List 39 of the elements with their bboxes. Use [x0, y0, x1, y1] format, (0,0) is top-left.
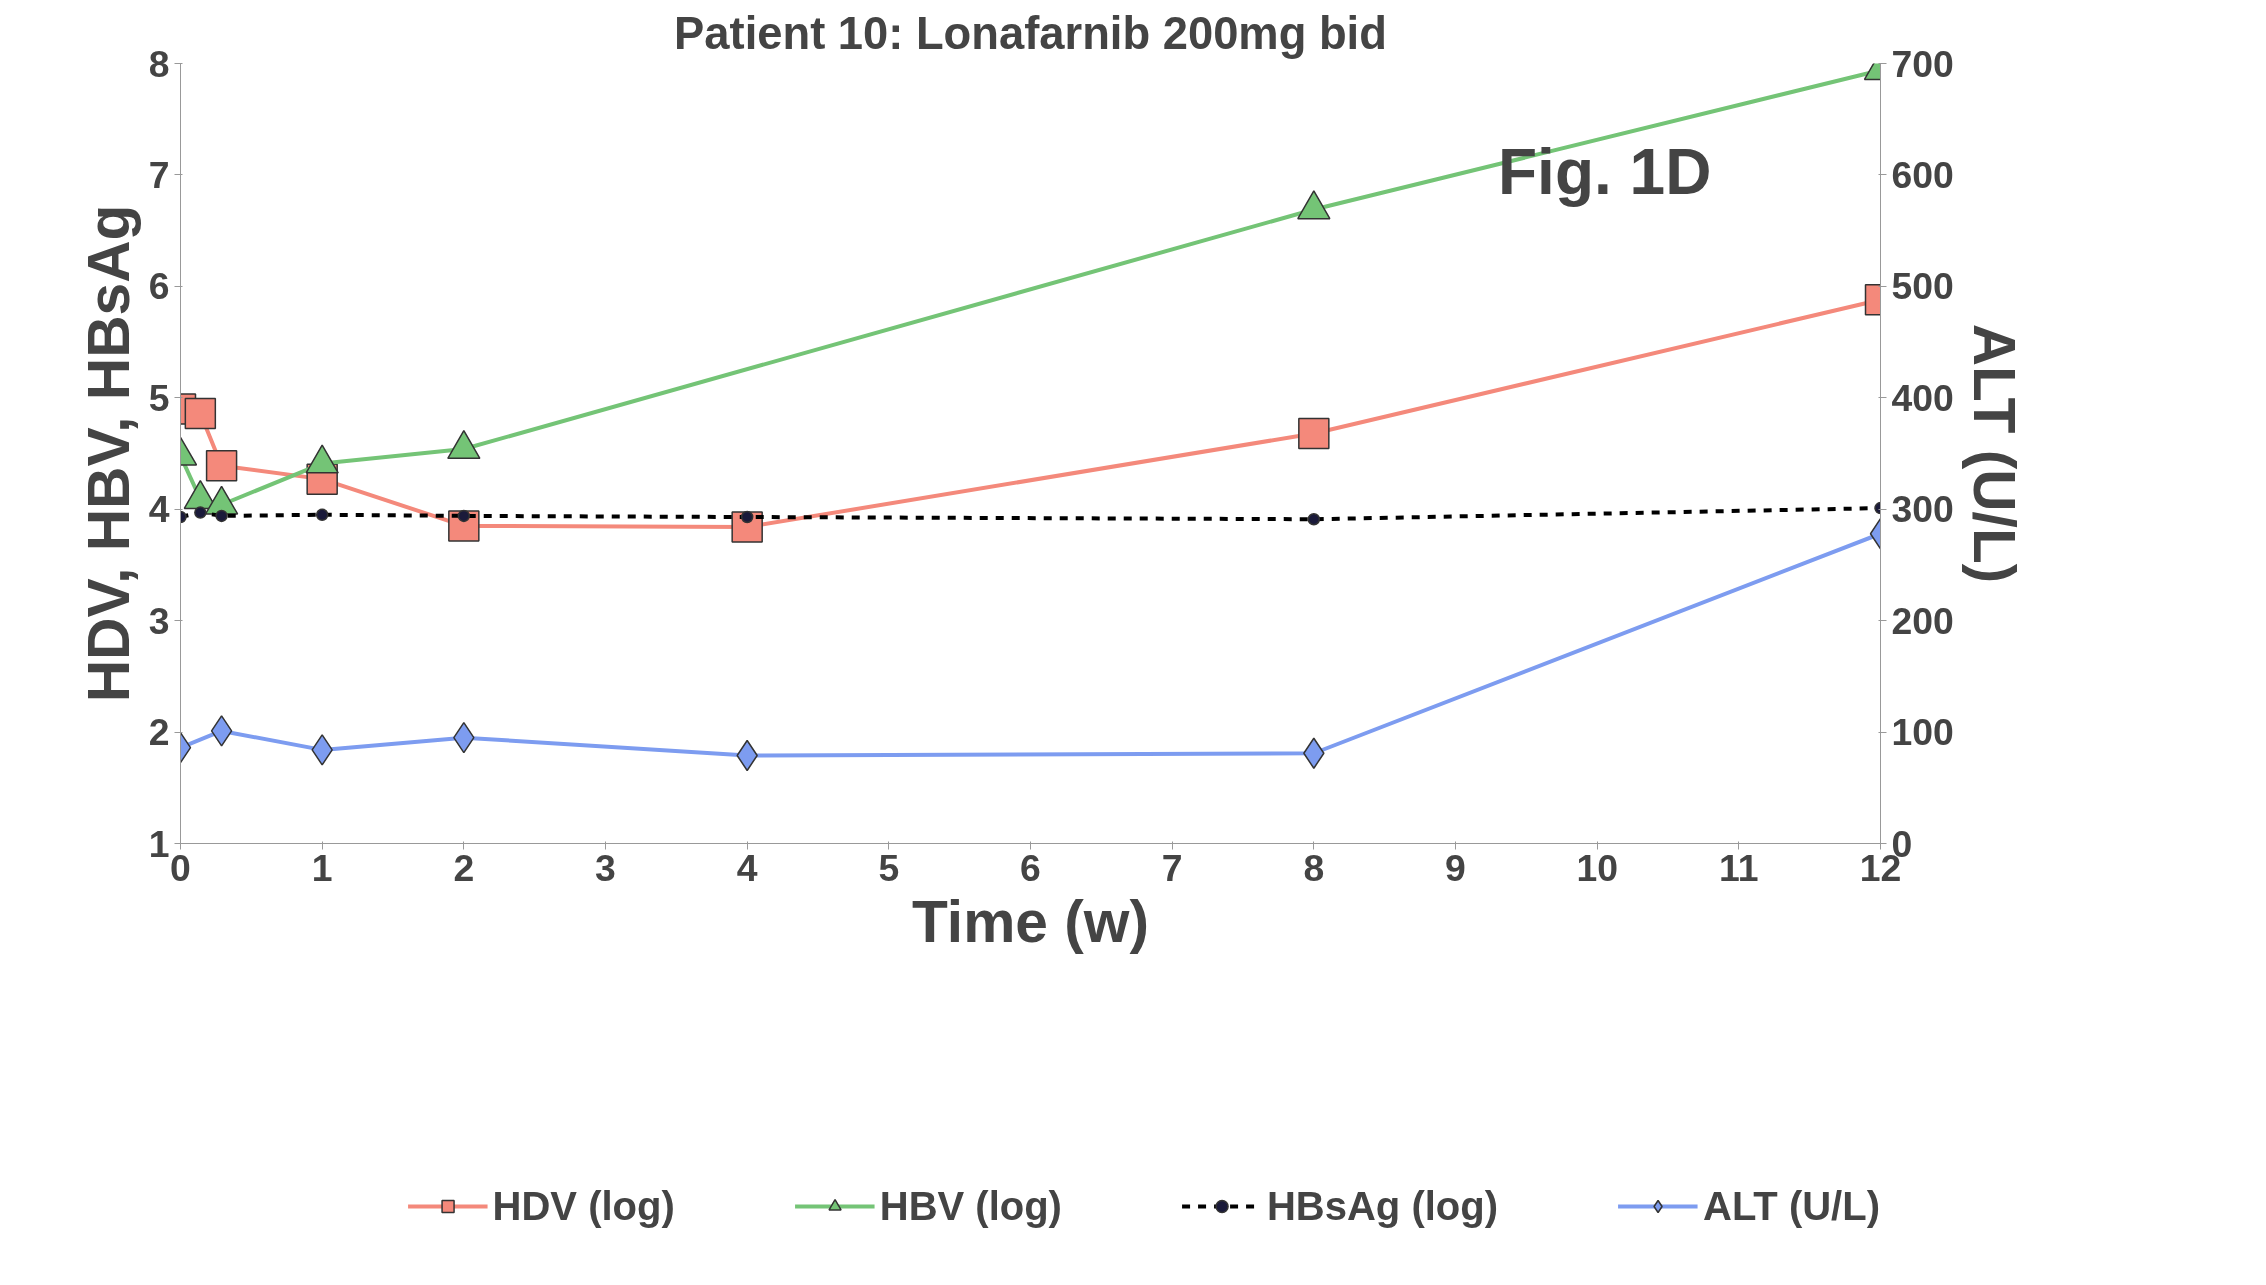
- y-tick-label: 3: [148, 599, 170, 642]
- y2-tick-label: 200: [1891, 599, 1954, 642]
- x-tick-label: 9: [1445, 846, 1466, 889]
- y2-tick-label: 300: [1891, 488, 1954, 531]
- x-axis-title: Time (w): [912, 888, 1149, 954]
- x-tick-label: 2: [453, 846, 475, 889]
- point: [205, 450, 238, 482]
- legend-label: HBV (log): [879, 1183, 1062, 1229]
- chart-title: Patient 10: Lonafarnib 200mg bid: [674, 7, 1387, 59]
- x-tick-label: 1: [311, 846, 333, 889]
- x-tick-label: 3: [595, 846, 616, 889]
- y-tick-label: 8: [148, 42, 170, 85]
- x-tick-label: 11: [1719, 846, 1759, 889]
- x-tick-label: 7: [1161, 846, 1183, 889]
- y-tick-label: 5: [148, 376, 170, 419]
- y2-tick-label: 500: [1891, 265, 1954, 308]
- point: [184, 397, 217, 430]
- x-tick-label: 10: [1576, 846, 1618, 889]
- annotation: Fig. 1D: [1498, 136, 1712, 209]
- y2-tick-label: 600: [1891, 153, 1954, 196]
- point: [210, 715, 233, 747]
- x-tick-label: 8: [1303, 846, 1325, 889]
- y2-tick-label: 100: [1891, 711, 1954, 754]
- x-tick-label: 6: [1020, 846, 1041, 889]
- x-tick-label: 4: [736, 846, 758, 889]
- y2-tick-label: 700: [1891, 42, 1954, 85]
- point: [1298, 417, 1330, 450]
- y2-tick-label: 400: [1891, 376, 1954, 419]
- y2-axis-title: ALT (U/L): [1961, 323, 2027, 584]
- x-tick-label: 5: [878, 846, 900, 889]
- y-tick-label: 4: [148, 488, 170, 531]
- legend-label: HBsAg (log): [1266, 1183, 1499, 1229]
- legend-label: ALT (U/L): [1703, 1183, 1880, 1229]
- legend-label: HDV (log): [492, 1183, 675, 1229]
- y-tick-label: 2: [148, 711, 170, 754]
- x-tick-label: 0: [170, 846, 191, 889]
- y-axis-title: HDV, HBV, HBsAg: [75, 204, 141, 703]
- y-tick-label: 7: [148, 153, 170, 196]
- y-tick-label: 6: [148, 265, 170, 308]
